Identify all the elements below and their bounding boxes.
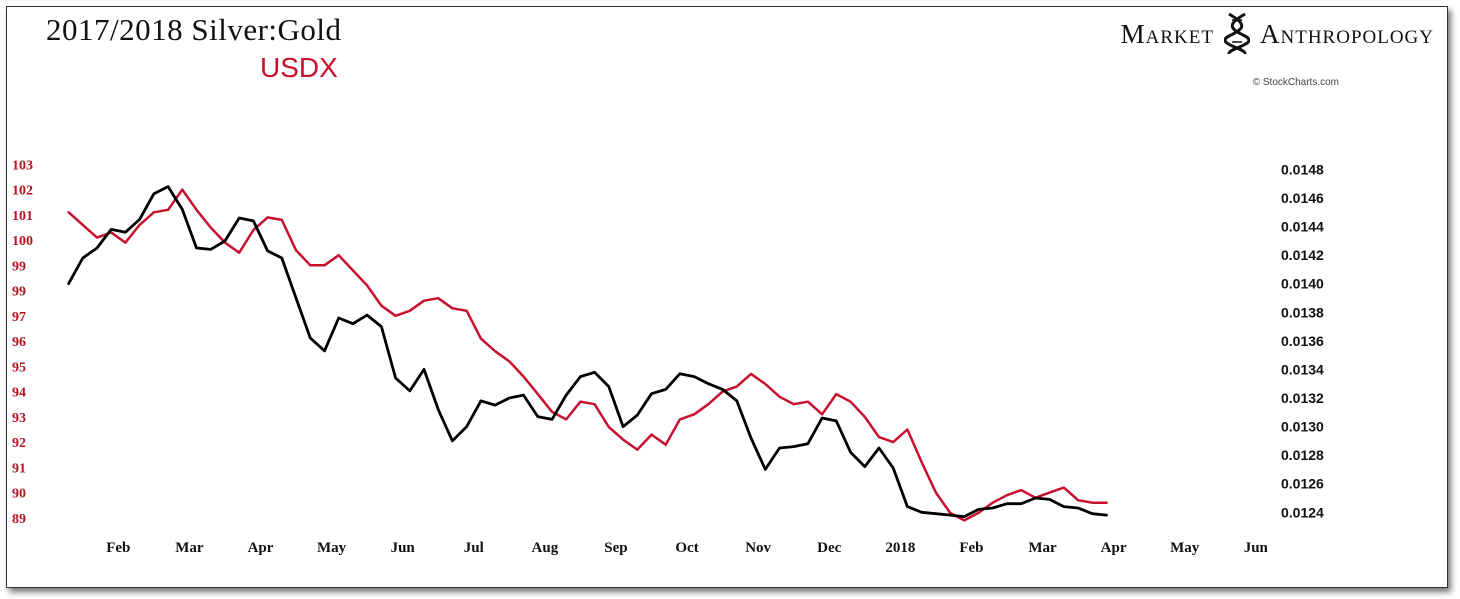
x-tick-label: May: [1170, 540, 1200, 556]
chart-subtitle: USDX: [260, 52, 338, 83]
x-tick-label: Mar: [1028, 540, 1057, 556]
x-tick-label: Apr: [248, 540, 274, 556]
left-tick-label: 92: [12, 436, 26, 451]
right-tick-label: 0.0144: [1281, 219, 1324, 235]
left-tick-label: 102: [12, 184, 33, 199]
right-tick-label: 0.0138: [1281, 304, 1324, 320]
x-tick-label: Aug: [532, 540, 559, 556]
brand-left-word: Market: [1120, 18, 1214, 49]
x-tick-label: Dec: [817, 540, 841, 556]
left-tick-label: 97: [12, 310, 26, 325]
x-tick-label: May: [317, 540, 347, 556]
x-tick-label: Sep: [604, 540, 627, 556]
left-tick-label: 90: [12, 487, 26, 502]
right-tick-label: 0.0132: [1281, 390, 1324, 406]
x-tick-label: 2018: [885, 540, 915, 556]
x-tick-label: Feb: [106, 540, 130, 556]
left-tick-label: 103: [12, 158, 33, 173]
left-tick-label: 91: [12, 461, 26, 476]
left-tick-label: 99: [12, 285, 26, 300]
right-tick-label: 0.0124: [1281, 504, 1324, 520]
right-tick-label: 0.0142: [1281, 247, 1324, 263]
right-tick-label: 0.0148: [1281, 161, 1324, 177]
right-tick-label: 0.0134: [1281, 361, 1324, 377]
left-tick-label: 94: [12, 386, 26, 401]
x-tick-label: Mar: [175, 540, 204, 556]
x-tick-label: Jun: [1244, 540, 1269, 556]
chart-title: 2017/2018 Silver:Gold: [46, 12, 342, 47]
left-tick-label: 96: [12, 335, 26, 350]
plot-area: [67, 185, 1108, 522]
usdx-series-line: [67, 188, 1108, 522]
left-tick-label: 99: [12, 259, 26, 274]
left-tick-label: 89: [12, 512, 26, 527]
x-tick-label: Nov: [745, 540, 771, 556]
right-tick-label: 0.0126: [1281, 476, 1324, 492]
source-credit: © StockCharts.com: [1252, 77, 1339, 88]
x-tick-label: Feb: [959, 540, 983, 556]
x-axis: Feb Mar Apr May Jun Jul Aug Sep Oct Nov Dec 2018 Feb…: [106, 540, 1268, 556]
left-tick-label: 93: [12, 411, 26, 426]
left-tick-label: 101: [12, 209, 33, 224]
right-axis: 0.0148 0.0146 0.0144 0.0142 0.0140 0.0138 0.01…: [1281, 161, 1324, 520]
right-tick-label: 0.0130: [1281, 419, 1324, 435]
right-tick-label: 0.0136: [1281, 333, 1324, 349]
dna-icon: [1224, 12, 1250, 55]
left-tick-label: 95: [12, 360, 26, 375]
x-tick-label: Oct: [675, 540, 698, 556]
right-tick-label: 0.0140: [1281, 276, 1324, 292]
right-tick-label: 0.0128: [1281, 447, 1324, 463]
chart-frame: [6, 6, 1448, 588]
x-tick-label: Apr: [1101, 540, 1127, 556]
brand-logo: Market Anthropology: [1121, 12, 1434, 56]
silver-gold-series-line: [67, 185, 1108, 518]
x-tick-label: Jul: [464, 540, 484, 556]
x-tick-label: Jun: [391, 540, 416, 556]
left-axis: 103 102 101 100 99 99 97 96 95 94 93 92 91 90 89: [12, 158, 33, 527]
left-tick-label: 100: [12, 234, 33, 249]
brand-right-word: Anthropology: [1260, 18, 1434, 49]
right-tick-label: 0.0146: [1281, 190, 1324, 206]
